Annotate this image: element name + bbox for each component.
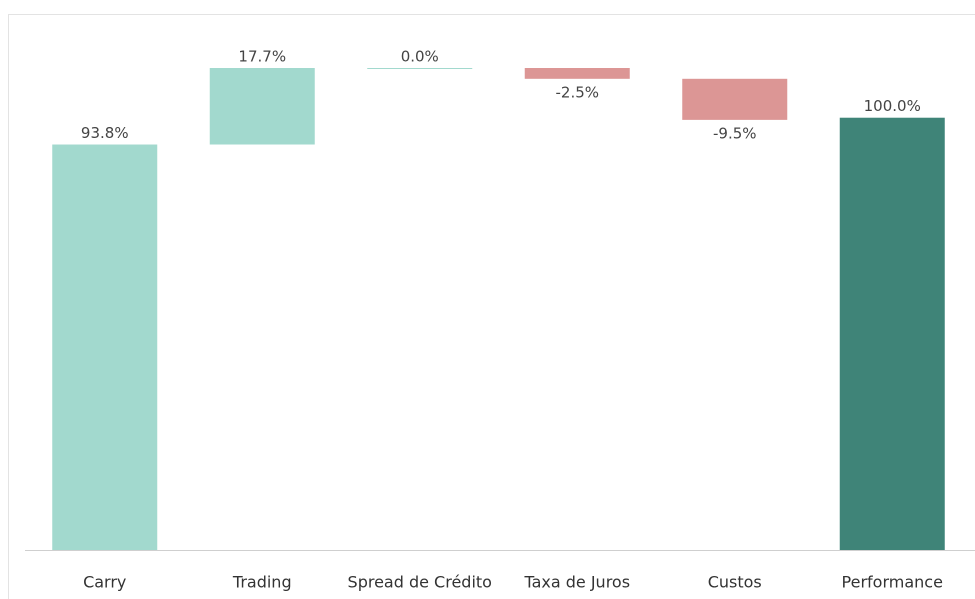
x-tick-label: Taxa de Juros — [523, 573, 630, 592]
value-label: 0.0% — [401, 48, 439, 66]
value-label: -2.5% — [555, 83, 599, 101]
value-label: 17.7% — [238, 48, 286, 66]
value-label: -9.5% — [713, 124, 757, 142]
x-tick-label: Trading — [232, 573, 292, 592]
bar — [682, 78, 788, 120]
bar — [524, 68, 630, 79]
value-label: 100.0% — [864, 97, 921, 115]
bar — [839, 117, 945, 550]
frame — [8, 14, 975, 599]
x-tick-label: Spread de Crédito — [348, 573, 492, 592]
bar — [209, 68, 315, 145]
value-label: 93.8% — [81, 124, 129, 142]
x-tick-label: Carry — [83, 573, 126, 592]
x-tick-label: Performance — [842, 573, 943, 592]
bar — [367, 68, 473, 69]
bar — [52, 144, 158, 550]
x-tick-label: Custos — [708, 573, 762, 592]
